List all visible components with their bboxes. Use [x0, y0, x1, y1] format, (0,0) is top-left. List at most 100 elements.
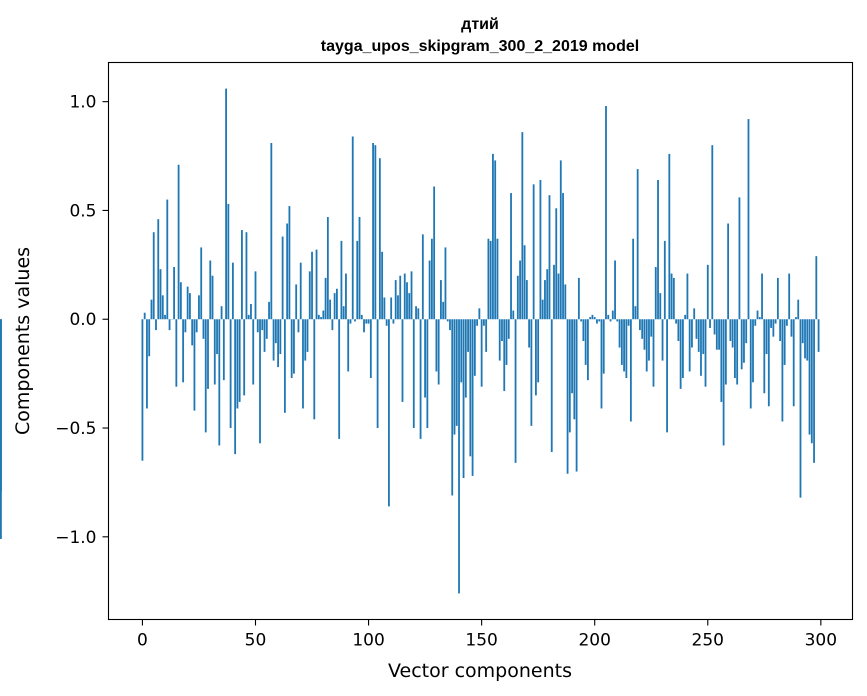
bar — [302, 319, 304, 409]
bar — [148, 319, 151, 357]
bar — [747, 119, 750, 320]
bar — [729, 319, 732, 341]
bar — [774, 319, 777, 324]
bar — [182, 319, 185, 383]
bar — [394, 280, 397, 320]
bar — [734, 319, 736, 378]
bar — [421, 234, 424, 320]
y-tick-label: −1.0 — [55, 528, 96, 548]
bar — [306, 319, 309, 352]
bar — [537, 319, 540, 383]
bar — [758, 317, 761, 320]
bar — [351, 136, 354, 320]
x-tick-label: 200 — [578, 631, 610, 651]
bar — [765, 319, 768, 355]
bar — [727, 223, 730, 320]
bar — [272, 319, 275, 361]
bar — [168, 319, 171, 331]
bar — [666, 319, 668, 433]
bar — [311, 251, 313, 320]
bar — [383, 297, 386, 320]
bar — [277, 319, 280, 368]
bar — [157, 219, 160, 320]
bar — [541, 299, 544, 320]
bar — [584, 319, 587, 365]
bar — [546, 269, 549, 320]
bar — [397, 295, 399, 320]
bar — [688, 319, 691, 372]
bar — [444, 247, 447, 320]
bar — [634, 306, 637, 320]
bar — [521, 132, 524, 320]
bar — [401, 319, 404, 402]
bar — [485, 319, 488, 352]
bar — [564, 284, 567, 320]
bar — [808, 319, 811, 435]
bar — [261, 319, 264, 331]
bars-group — [0, 88, 820, 594]
bar — [756, 310, 759, 320]
bar — [553, 264, 555, 320]
bar — [580, 319, 583, 322]
bar — [378, 158, 381, 320]
bar — [482, 319, 485, 326]
bar — [315, 249, 318, 320]
bar — [672, 277, 675, 320]
bar — [175, 319, 178, 387]
bar — [236, 319, 239, 409]
bar — [367, 319, 370, 324]
bar — [270, 143, 273, 320]
bar — [813, 319, 815, 463]
x-tick-label: 150 — [465, 631, 497, 651]
bar — [722, 319, 725, 446]
bar — [209, 260, 212, 320]
bar — [804, 319, 806, 359]
y-tick-label: −0.5 — [55, 419, 96, 439]
bar — [550, 319, 553, 452]
bar — [281, 236, 284, 320]
bar — [213, 319, 216, 385]
bar — [243, 319, 246, 396]
bar — [433, 186, 436, 320]
bar — [620, 319, 623, 365]
bar — [587, 319, 589, 381]
bar — [770, 319, 772, 328]
x-tick-label: 300 — [805, 631, 837, 651]
bar — [815, 256, 818, 320]
bar — [738, 197, 741, 320]
bar — [697, 319, 700, 352]
x-tick-label: 0 — [137, 631, 148, 651]
bar — [781, 319, 784, 422]
bar — [179, 282, 182, 320]
bar — [675, 319, 678, 324]
bar — [299, 262, 302, 320]
bar — [530, 319, 533, 426]
bar — [218, 319, 221, 446]
bar — [709, 319, 711, 328]
bar — [525, 280, 528, 320]
bar — [245, 232, 248, 320]
bar — [204, 319, 207, 433]
bar — [740, 319, 743, 370]
y-axis-label: Components values — [12, 247, 34, 435]
bar — [317, 314, 320, 320]
bar — [200, 247, 203, 320]
bar — [417, 308, 420, 320]
bar — [670, 273, 673, 320]
bar — [810, 319, 813, 444]
bar — [458, 319, 460, 594]
bar — [340, 240, 343, 320]
bar — [173, 267, 175, 320]
bar — [548, 195, 551, 320]
bar — [293, 319, 295, 374]
bar — [345, 273, 347, 320]
bar — [611, 310, 614, 320]
bar — [467, 319, 469, 352]
bar — [295, 284, 298, 320]
bar — [684, 314, 687, 320]
bar — [372, 143, 374, 320]
bar — [652, 319, 655, 387]
bar — [562, 193, 564, 320]
bar — [247, 314, 250, 320]
bar — [539, 179, 542, 320]
